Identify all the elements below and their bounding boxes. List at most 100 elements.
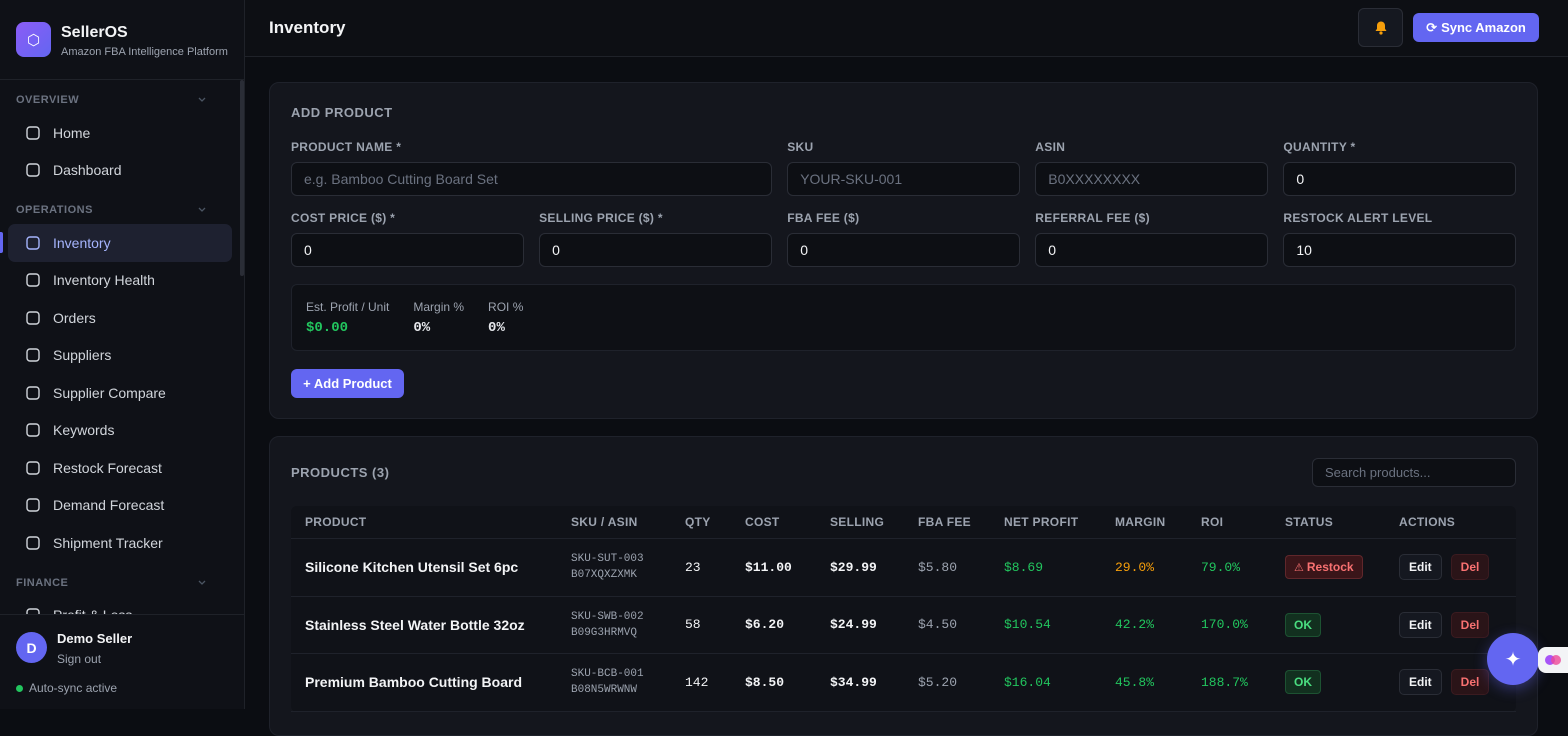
nav-label: Restock Forecast xyxy=(53,459,162,476)
column-header: COST xyxy=(745,515,780,529)
sync-button[interactable]: ⟳ Sync Amazon xyxy=(1413,13,1539,42)
nav-icon xyxy=(26,348,40,362)
assistant-button[interactable]: ✦ xyxy=(1487,633,1539,685)
nav-section: OPERATIONS xyxy=(0,196,240,224)
chevron[interactable] xyxy=(198,580,206,586)
nav-item[interactable]: Keywords xyxy=(8,412,232,450)
chevron[interactable] xyxy=(198,97,206,103)
summary: Est. Profit / Unit $0.00 Margin % 0% ROI % 0% xyxy=(291,284,1516,351)
selling: $34.99 xyxy=(830,674,877,690)
logo: ⬡ xyxy=(16,22,51,57)
net-profit: $8.69 xyxy=(1004,559,1044,575)
notifications-button[interactable] xyxy=(1358,8,1403,47)
status-dot xyxy=(16,684,23,692)
roi: 188.7% xyxy=(1201,674,1248,690)
text-input[interactable]: 0 xyxy=(1283,162,1516,196)
nav-icon xyxy=(26,163,40,177)
nav-item[interactable]: Profit & Loss xyxy=(8,597,232,614)
nav-icon xyxy=(26,608,40,614)
status-badge: OK xyxy=(1285,612,1321,637)
column-header: NET PROFIT xyxy=(1004,515,1079,529)
text-input[interactable]: 0 xyxy=(539,233,772,267)
form-fields: PRODUCT NAME * e.g. Bamboo Cutting Board … xyxy=(291,140,1516,267)
fba-fee: $5.20 xyxy=(918,674,958,690)
nav-label: Shipment Tracker xyxy=(53,534,163,551)
form-field: REFERRAL FEE ($) 0 xyxy=(1035,211,1268,267)
status-cell: OK xyxy=(1285,612,1399,637)
field-label: SELLING PRICE ($) * xyxy=(539,211,663,225)
nav-label: Dashboard xyxy=(53,162,122,179)
nav-label: Keywords xyxy=(53,422,115,439)
edit-button[interactable]: Edit xyxy=(1399,669,1442,696)
margin: 45.8% xyxy=(1115,674,1155,690)
field-label: QUANTITY * xyxy=(1283,140,1356,154)
nav-label: Inventory Health xyxy=(53,272,155,289)
delete-button[interactable]: Del xyxy=(1450,611,1490,638)
header: Inventory ⟳ Sync Amazon xyxy=(245,0,1568,57)
selling: $29.99 xyxy=(830,559,877,575)
nav-item[interactable]: Suppliers xyxy=(8,337,232,375)
nav-label: Profit & Loss xyxy=(53,607,132,614)
actions: Edit Del xyxy=(1399,611,1516,638)
summary-label: Margin % xyxy=(413,300,465,314)
form-field: SKU YOUR-SKU-001 xyxy=(787,140,1020,196)
text-input[interactable]: 10 xyxy=(1283,233,1516,267)
text-input[interactable]: 0 xyxy=(787,233,1020,267)
nav-icon xyxy=(26,236,40,250)
nav-item[interactable]: Dashboard xyxy=(8,152,232,190)
search-input[interactable]: Search products... xyxy=(1312,457,1516,487)
avatar: D xyxy=(16,632,47,663)
margin: 29.0% xyxy=(1115,559,1155,575)
qty: 142 xyxy=(685,674,709,690)
cost: $8.50 xyxy=(745,674,785,690)
delete-button[interactable]: Del xyxy=(1450,554,1490,581)
sync-status: Auto-sync active xyxy=(16,681,117,695)
table-row: Premium Bamboo Cutting Board SKU-BCB-001 B… xyxy=(291,654,1516,712)
brand: ⬡ SellerOS Amazon FBA Intelligence Platf… xyxy=(16,22,228,58)
fba-fee: $4.50 xyxy=(918,617,958,633)
status-badge: ⚠ Restock xyxy=(1285,555,1363,580)
warning-icon: ⚠ xyxy=(1294,561,1304,574)
sign-out[interactable]: Sign out xyxy=(57,652,102,666)
nav-item[interactable]: Home xyxy=(8,114,232,152)
cost: $11.00 xyxy=(745,559,792,575)
tagline: Amazon FBA Intelligence Platform xyxy=(61,46,228,58)
sync-text: Auto-sync active xyxy=(29,681,118,695)
roi: 170.0% xyxy=(1201,617,1248,633)
status-cell: ⚠ Restock xyxy=(1285,555,1399,580)
table-row: Stainless Steel Water Bottle 32oz SKU-SWB… xyxy=(291,597,1516,654)
nav-icon xyxy=(26,536,40,550)
nav-item[interactable]: Supplier Compare xyxy=(8,374,232,412)
form-field: ASIN B0XXXXXXXX xyxy=(1035,140,1268,196)
nav-item[interactable]: Inventory Health xyxy=(8,262,232,300)
nav-section: OVERVIEW xyxy=(0,86,240,114)
text-input[interactable]: 0 xyxy=(1035,233,1268,267)
edit-button[interactable]: Edit xyxy=(1399,611,1442,638)
add-product-button[interactable]: + Add Product xyxy=(291,369,404,398)
nav-item[interactable]: Restock Forecast xyxy=(8,449,232,487)
status-badge: OK xyxy=(1285,670,1321,695)
nav-item[interactable]: Inventory xyxy=(0,224,232,262)
text-input[interactable]: e.g. Bamboo Cutting Board Set xyxy=(291,162,772,196)
table-header: PRODUCT SKU / ASIN QTY COST SELLING FBA FEE NE… xyxy=(291,506,1516,539)
chevron[interactable] xyxy=(198,207,206,213)
delete-button[interactable]: Del xyxy=(1450,669,1490,696)
text-input[interactable]: YOUR-SKU-001 xyxy=(787,162,1020,196)
text-input[interactable]: 0 xyxy=(291,233,524,267)
side-widget[interactable] xyxy=(1538,647,1568,673)
sync-label: Sync Amazon xyxy=(1441,20,1526,35)
text-input[interactable]: B0XXXXXXXX xyxy=(1035,162,1268,196)
edit-button[interactable]: Edit xyxy=(1399,554,1442,581)
nav-item[interactable]: Demand Forecast xyxy=(8,487,232,525)
form-field: QUANTITY * 0 xyxy=(1283,140,1516,196)
selling: $24.99 xyxy=(830,617,877,633)
nav-item[interactable]: Shipment Tracker xyxy=(8,524,232,562)
nav-item[interactable]: Orders xyxy=(8,299,232,337)
actions: Edit Del xyxy=(1399,554,1516,581)
sku: SKU-SUT-003 xyxy=(571,553,644,566)
form-field: RESTOCK ALERT LEVEL 10 xyxy=(1283,211,1516,267)
form-field: COST PRICE ($) * 0 xyxy=(291,211,524,267)
net-profit: $10.54 xyxy=(1004,617,1051,633)
